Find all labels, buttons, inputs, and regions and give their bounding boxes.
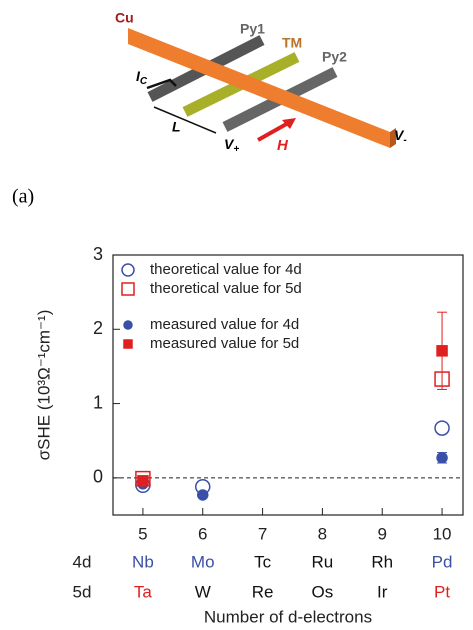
x-tick-label: 7 xyxy=(258,524,267,543)
element-label: Ta xyxy=(134,582,153,601)
element-label: Os xyxy=(312,582,334,601)
element-label: Pd xyxy=(432,552,453,571)
legend-marker xyxy=(122,283,134,295)
marker xyxy=(437,453,447,463)
legend-label: measured value for 4d xyxy=(150,316,299,333)
element-label: Re xyxy=(252,582,274,601)
legend-label: measured value for 5d xyxy=(150,335,299,352)
tm-label: TM xyxy=(282,35,302,51)
element-label: Rh xyxy=(371,552,393,571)
marker xyxy=(435,421,449,435)
ic-label: IC xyxy=(136,68,148,87)
x-tick-label: 8 xyxy=(318,524,327,543)
x-tick-label: 9 xyxy=(377,524,386,543)
element-label: Ir xyxy=(377,582,388,601)
x-tick-label: 6 xyxy=(198,524,207,543)
l-label: L xyxy=(172,119,181,135)
y-tick-label: 1 xyxy=(93,392,103,412)
marker xyxy=(437,346,447,356)
marker xyxy=(198,490,208,500)
y-tick-label: 2 xyxy=(93,318,103,338)
element-label: Mo xyxy=(191,552,215,571)
element-label: W xyxy=(195,582,211,601)
legend-marker xyxy=(124,340,132,348)
x-tick-label: 10 xyxy=(433,524,452,543)
element-label: Pt xyxy=(434,582,450,601)
device-schematic: Cu Py1 TM Py2 IC L V+ H V- xyxy=(115,10,407,155)
cu-label: Cu xyxy=(115,10,134,26)
marker xyxy=(138,476,148,486)
py1-label: Py1 xyxy=(240,21,265,37)
element-label: Tc xyxy=(254,552,272,571)
y-tick-label: 0 xyxy=(93,467,103,487)
legend-marker xyxy=(122,264,134,276)
legend-label: theoretical value for 5d xyxy=(150,280,302,297)
element-label: Nb xyxy=(132,552,154,571)
py2-label: Py2 xyxy=(322,49,347,65)
legend-label: theoretical value for 4d xyxy=(150,261,302,278)
vminus-label: V- xyxy=(394,127,407,146)
panel-label: (a) xyxy=(12,186,34,208)
vplus-label: V+ xyxy=(224,136,239,155)
row-label: 4d xyxy=(73,552,92,571)
figure: Cu Py1 TM Py2 IC L V+ H V- (a) σSHE (10³… xyxy=(0,0,473,630)
h-label: H xyxy=(277,137,289,154)
x-axis-label: Number of d-electrons xyxy=(204,607,372,626)
legend-marker xyxy=(124,321,132,329)
y-tick-label: 3 xyxy=(93,244,103,264)
element-label: Ru xyxy=(312,552,334,571)
x-tick-label: 5 xyxy=(138,524,147,543)
y-axis-label: σSHE (10³Ω⁻¹cm⁻¹) xyxy=(34,310,53,461)
row-label: 5d xyxy=(73,582,92,601)
